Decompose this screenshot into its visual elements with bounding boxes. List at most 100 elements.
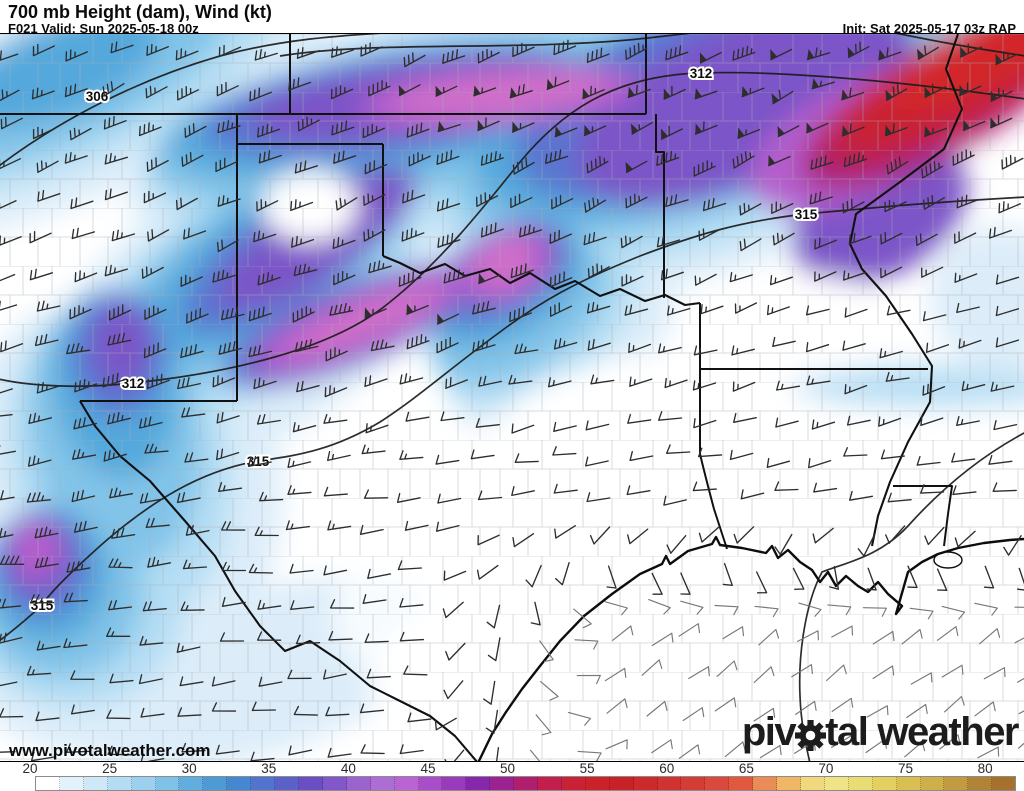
wind-barb-flag <box>437 313 445 325</box>
wind-barb <box>29 594 55 604</box>
wind-barb-flag <box>924 125 932 137</box>
wind-barb <box>646 700 668 717</box>
wind-barb <box>547 377 572 388</box>
wind-barb <box>287 485 312 495</box>
wind-barb <box>922 311 947 322</box>
wind-barb <box>106 627 131 637</box>
wind-barb <box>739 238 762 252</box>
wind-barb <box>921 161 944 179</box>
wind-barb <box>831 697 854 712</box>
wind-barb <box>714 697 737 712</box>
colorbar <box>35 776 1016 791</box>
wind-barb <box>359 524 384 535</box>
wind-barb <box>886 305 911 316</box>
wind-barb <box>791 664 813 678</box>
model-init-label: Init: Sat 2025-05-17 03z RAP <box>842 21 1016 36</box>
wind-barb <box>0 273 16 282</box>
logo-text-tal: tal <box>825 710 869 754</box>
wind-barb <box>111 527 136 539</box>
wind-barb <box>0 528 14 539</box>
wind-barb <box>692 380 717 391</box>
wind-barb <box>915 233 938 246</box>
wind-barb <box>34 556 59 569</box>
wind-barb-flag <box>737 127 745 139</box>
wind-barb <box>880 266 903 279</box>
wind-barb <box>212 269 236 283</box>
wind-barb <box>258 150 282 164</box>
wind-barb <box>436 149 460 165</box>
wind-barb <box>842 270 867 281</box>
wind-barb-flag <box>694 88 703 100</box>
wind-barb-flag <box>625 161 633 174</box>
wind-barb <box>211 676 236 687</box>
wind-barb <box>697 447 723 458</box>
colorbar-cell <box>83 777 108 790</box>
wind-barb <box>401 227 425 242</box>
wind-barb <box>333 271 356 286</box>
wind-barb <box>771 201 794 214</box>
wind-barb <box>586 47 610 63</box>
wind-barb <box>756 571 768 594</box>
wind-barb <box>257 272 281 286</box>
wind-barb <box>1017 742 1024 749</box>
wind-barb <box>925 342 950 353</box>
wind-barb <box>574 639 599 650</box>
wind-barb <box>478 375 503 387</box>
wind-barb <box>983 667 1006 680</box>
wind-barb <box>604 667 627 682</box>
wind-barb <box>651 739 673 754</box>
wind-barb <box>621 274 644 287</box>
wind-barb <box>698 526 720 543</box>
wind-barb <box>249 87 272 102</box>
colorbar-cell <box>657 777 682 790</box>
wind-barb <box>553 421 577 432</box>
wind-barb <box>952 485 977 496</box>
wind-barb <box>185 524 210 536</box>
wind-barb <box>444 749 465 761</box>
wind-barb <box>218 341 243 355</box>
wind-barb <box>887 492 912 503</box>
wind-barb <box>69 127 92 141</box>
wind-barb <box>64 83 88 98</box>
colorbar-cell <box>322 777 347 790</box>
wind-barb-flag <box>771 93 780 105</box>
wind-barb <box>253 230 277 243</box>
wind-barb <box>849 490 874 501</box>
wind-barb <box>992 482 1017 492</box>
logo-text-weather: weather <box>877 710 1019 754</box>
colorbar-cell <box>753 777 778 790</box>
wind-barb <box>979 628 1001 645</box>
wind-barb <box>475 418 500 428</box>
wind-barb <box>147 556 172 568</box>
wind-barb <box>110 41 134 54</box>
wind-barb <box>74 270 98 283</box>
wind-barb <box>0 158 22 170</box>
wind-barb <box>103 115 127 130</box>
wind-barb <box>549 302 573 317</box>
wind-barb <box>866 705 889 718</box>
wind-barb <box>287 669 312 680</box>
wind-barb-flag <box>660 128 669 140</box>
wind-barb <box>292 422 317 433</box>
wind-barb <box>772 232 795 246</box>
wind-barb <box>485 709 499 734</box>
wind-barb <box>535 714 552 736</box>
wind-barb <box>221 561 247 572</box>
contour-label-315: 315 <box>31 598 54 613</box>
wind-barb <box>0 89 20 102</box>
wind-barb <box>443 570 467 581</box>
contour-label-312: 312 <box>122 376 145 391</box>
wind-barb <box>398 271 422 287</box>
wind-barb <box>716 660 738 677</box>
wind-barb <box>36 640 61 651</box>
wind-barb <box>143 342 167 359</box>
wind-barb-flag <box>435 85 443 97</box>
colorbar-cell <box>514 777 539 790</box>
wind-barb <box>364 633 389 643</box>
wind-barb <box>216 448 240 461</box>
wind-barb <box>606 698 628 714</box>
wind-barb <box>219 632 245 642</box>
wind-barb <box>956 302 980 314</box>
wind-barb <box>480 151 504 166</box>
wind-barb <box>290 600 315 610</box>
